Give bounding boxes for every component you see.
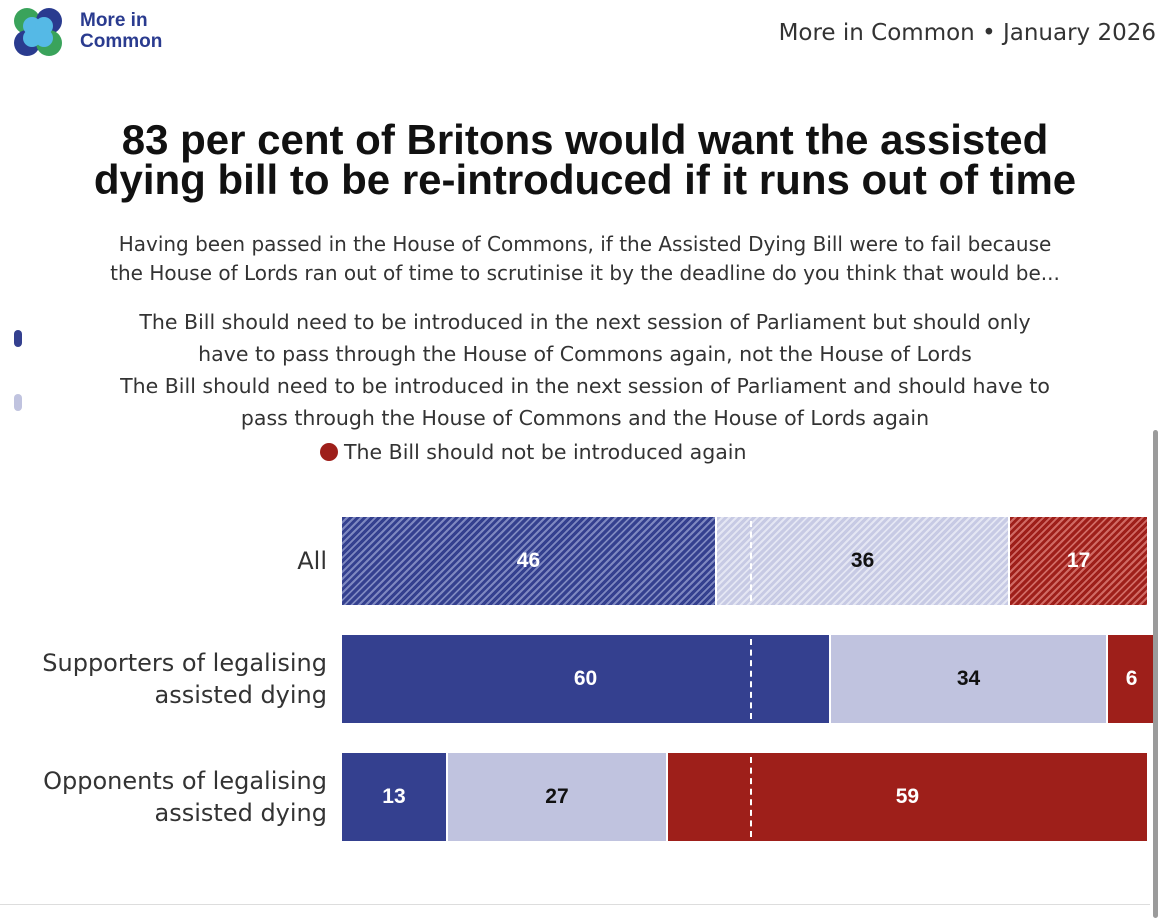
subtitle-line: the House of Lords ran out of time to sc… xyxy=(110,261,1060,285)
category-label: Supporters of legalising assisted dying xyxy=(42,647,327,711)
logo xyxy=(12,6,182,60)
legend-marker-light-blue xyxy=(14,394,22,411)
source-date: More in Common • January 2026 xyxy=(778,20,1156,46)
legend-text: The Bill should need to be introduced in… xyxy=(139,310,1031,334)
legend-item-commons-and-lords: The Bill should need to be introduced in… xyxy=(0,370,1170,434)
title-line: 83 per cent of Britons would want the as… xyxy=(121,116,1049,163)
legend-item-commons-only: The Bill should need to be introduced in… xyxy=(0,306,1170,370)
data-label: 36 xyxy=(850,549,875,572)
category-label-line: Supporters of legalising xyxy=(42,649,327,677)
reference-line-50 xyxy=(749,757,752,837)
logo-line: More in xyxy=(80,10,148,31)
bar-segment: 6 xyxy=(1108,635,1157,723)
legend-marker-red xyxy=(320,443,338,461)
bar-segment: 27 xyxy=(447,753,668,841)
logo-icon xyxy=(14,8,62,56)
legend-text: The Bill should need to be introduced in… xyxy=(120,374,1050,398)
logo-line: Common xyxy=(80,31,163,52)
bar-segment: 17 xyxy=(1010,517,1149,605)
data-label: 6 xyxy=(1125,667,1138,690)
data-label: 46 xyxy=(516,549,541,572)
category-label: Opponents of legalising assisted dying xyxy=(43,765,327,829)
category-label: All xyxy=(297,545,327,577)
bar-segment: 13 xyxy=(342,753,448,841)
category-label-line: assisted dying xyxy=(154,799,327,827)
chart-title: 83 per cent of Britons would want the as… xyxy=(0,116,1170,203)
reference-line-50 xyxy=(749,639,752,719)
data-label: 17 xyxy=(1066,549,1091,572)
category-label-line: Opponents of legalising xyxy=(43,767,327,795)
scrollbar[interactable] xyxy=(1153,430,1158,918)
legend-item-not-again: The Bill should not be introduced again xyxy=(320,436,746,468)
data-label: 60 xyxy=(573,667,598,690)
category-label-line: All xyxy=(297,547,327,575)
subtitle-line: Having been passed in the House of Commo… xyxy=(118,232,1052,256)
chart-subtitle: Having been passed in the House of Commo… xyxy=(0,230,1170,288)
bar-segment: 36 xyxy=(716,517,1011,605)
bar-segment: 59 xyxy=(668,753,1149,841)
divider xyxy=(0,904,1150,905)
legend-text: have to pass through the House of Common… xyxy=(198,342,972,366)
title-line: dying bill to be re-introduced if it run… xyxy=(93,156,1077,203)
category-label-line: assisted dying xyxy=(154,681,327,709)
data-label: 13 xyxy=(382,785,406,808)
bar-segment: 60 xyxy=(342,635,831,723)
data-label: 34 xyxy=(956,667,981,690)
bar-segment: 34 xyxy=(831,635,1109,723)
legend-text: The Bill should not be introduced again xyxy=(344,440,747,464)
legend-marker-dark-blue xyxy=(14,330,22,347)
bar-segment: 46 xyxy=(342,517,717,605)
legend-text: pass through the House of Commons and th… xyxy=(240,406,930,430)
reference-line-50 xyxy=(749,521,752,601)
data-label: 27 xyxy=(545,785,569,808)
logo-text: More in Common xyxy=(80,10,162,52)
data-label: 59 xyxy=(895,785,920,808)
